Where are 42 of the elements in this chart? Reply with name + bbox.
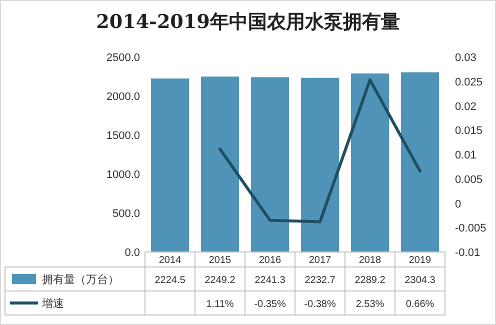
y-tick-label: 0.0 bbox=[124, 247, 140, 259]
legend-label: 拥有量（万台） bbox=[42, 273, 119, 286]
data-label: 2249.2 bbox=[204, 275, 236, 286]
bar bbox=[401, 72, 439, 252]
bar bbox=[351, 73, 389, 252]
bar bbox=[301, 78, 339, 252]
x-tick-label: 2017 bbox=[308, 255, 332, 266]
bar bbox=[151, 78, 189, 252]
y-tick-label: 1000.0 bbox=[106, 169, 140, 181]
x-tick-label: 2014 bbox=[158, 255, 182, 266]
bar bbox=[251, 77, 289, 252]
data-label: 2241.3 bbox=[254, 275, 286, 286]
y2-tick-label: 0.005 bbox=[455, 174, 483, 186]
data-label: 2289.2 bbox=[354, 275, 386, 286]
data-label: 2304.3 bbox=[404, 275, 436, 286]
data-label: 2232.7 bbox=[304, 275, 336, 286]
x-tick-label: 2016 bbox=[258, 255, 282, 266]
y2-tick-label: -0.01 bbox=[455, 247, 480, 259]
y2-tick-label: 0.01 bbox=[455, 150, 476, 162]
y2-tick-label: 0.02 bbox=[455, 100, 476, 113]
x-tick-label: 2018 bbox=[358, 255, 382, 266]
y2-tick-label: 0.03 bbox=[455, 52, 476, 64]
data-label: 2.53% bbox=[356, 299, 384, 310]
data-label: 2224.5 bbox=[154, 275, 186, 286]
y-tick-label: 500.0 bbox=[112, 208, 140, 220]
y2-tick-label: 0.015 bbox=[455, 125, 483, 138]
y-tick-label: 2500.0 bbox=[106, 52, 140, 64]
legend-label: 增速 bbox=[41, 297, 64, 310]
data-label: -0.35% bbox=[254, 299, 286, 310]
x-tick-label: 2019 bbox=[408, 255, 432, 266]
data-label: 0.66% bbox=[406, 299, 434, 310]
y-tick-label: 2000.0 bbox=[106, 91, 140, 103]
x-tick-label: 2015 bbox=[208, 255, 232, 266]
data-label: -0.38% bbox=[304, 299, 336, 310]
line-series bbox=[218, 78, 422, 224]
bar bbox=[201, 76, 239, 252]
y2-tick-label: -0.005 bbox=[455, 222, 486, 235]
data-label: 1.11% bbox=[206, 299, 234, 310]
y-tick-label: 1500.0 bbox=[106, 130, 140, 142]
y2-tick-label: 0.025 bbox=[455, 76, 483, 88]
y2-tick-label: 0 bbox=[455, 198, 462, 210]
chart-title: 2014-2019年中国农用水泵拥有量 bbox=[96, 11, 400, 33]
